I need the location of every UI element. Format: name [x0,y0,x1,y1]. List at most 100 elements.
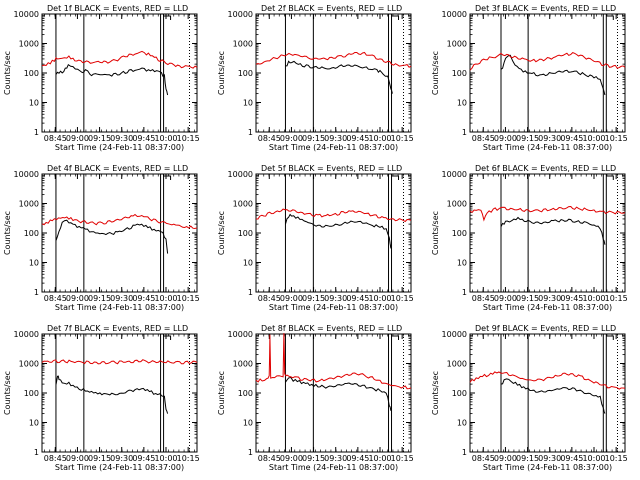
dotted-guide [617,421,618,422]
dotted-guide [189,418,190,419]
x-tick-label: 09:45 [346,454,369,463]
dotted-guide [403,110,404,111]
dotted-guide [617,20,618,21]
dotted-guide [189,68,190,69]
dotted-guide [189,415,190,416]
dotted-guide [189,204,190,205]
dotted-guide [617,391,618,392]
dotted-guide [189,255,190,256]
panel-title: Det 3f BLACK = Events, RED = LLD [475,4,616,13]
y-tick-label: 10000 [14,10,39,19]
series-lld-line [469,371,626,390]
dotted-guide [403,400,404,401]
dotted-guide [189,288,190,289]
dotted-guide [189,343,190,344]
y-tick-label: 10000 [442,10,467,19]
dotted-guide [617,29,618,30]
y-tick-label: 1000 [447,40,467,49]
dotted-guide [617,47,618,48]
x-tick-label: 10:15 [177,294,200,303]
dotted-guide [189,98,190,99]
y-axis-label: Counts/sec [217,51,226,95]
dotted-guide [189,131,190,132]
dotted-guide [189,216,190,217]
dotted-guide [403,252,404,253]
dotted-guide [189,20,190,21]
x-tick-label: 09:00 [280,134,303,143]
dotted-guide [403,83,404,84]
dotted-guide [403,32,404,33]
dotted-guide [403,258,404,259]
series-events-line [284,376,392,411]
x-tick-label: 09:30 [538,454,561,463]
dotted-guide [189,270,190,271]
dotted-guide [403,442,404,443]
dotted-guide [617,352,618,353]
dotted-guide [617,436,618,437]
dotted-guide [189,243,190,244]
y-axis-label: Counts/sec [3,51,12,95]
dotted-guide [403,243,404,244]
dotted-guide [617,442,618,443]
dotted-guide [617,273,618,274]
dotted-guide [617,385,618,386]
dotted-guide [617,424,618,425]
dotted-guide [403,385,404,386]
series-events-line [55,219,169,254]
x-tick-label: 09:15 [302,294,325,303]
y-tick-label: 100 [452,69,467,78]
dotted-guide [403,59,404,60]
y-tick-label: 1 [462,448,467,457]
dotted-guide [617,231,618,232]
dotted-guide [189,358,190,359]
x-axis-label: Start Time (24-Feb-11 08:37:00) [269,303,398,312]
x-tick-label: 09:45 [132,134,155,143]
dotted-guide [189,128,190,129]
dotted-guide [189,53,190,54]
event-flag-marker [391,175,400,180]
dotted-guide [403,261,404,262]
x-tick-label: 08:45 [258,454,281,463]
dotted-guide [189,210,190,211]
dotted-guide [189,388,190,389]
dotted-guide [617,26,618,27]
y-tick-label: 10 [29,259,39,268]
dotted-guide [617,285,618,286]
dotted-guide [403,207,404,208]
dotted-guide [617,397,618,398]
dotted-guide [403,131,404,132]
panel-title: Det 1f BLACK = Events, RED = LLD [47,4,188,13]
panel-title: Det 9f BLACK = Events, RED = LLD [475,324,616,333]
dotted-guide [189,430,190,431]
series-lld-line [255,333,412,390]
dotted-guide [617,95,618,96]
dotted-guide [617,258,618,259]
dotted-guide [403,122,404,123]
dotted-guide [189,65,190,66]
x-tick-label: 10:00 [368,294,391,303]
dotted-guide [189,195,190,196]
x-tick-label: 09:00 [494,454,517,463]
dotted-guide [403,403,404,404]
dotted-guide [617,174,618,175]
y-tick-label: 10000 [442,170,467,179]
series-events-line [500,216,606,245]
dotted-guide [617,222,618,223]
x-tick-label: 10:15 [177,454,200,463]
x-tick-label: 09:45 [132,294,155,303]
dotted-guide [403,180,404,181]
series-events-line [500,54,606,96]
panel-title: Det 8f BLACK = Events, RED = LLD [261,324,402,333]
dotted-guide [617,288,618,289]
dotted-guide [189,376,190,377]
dotted-guide [403,216,404,217]
dotted-guide [189,116,190,117]
dotted-guide [189,445,190,446]
dotted-guide [403,104,404,105]
dotted-guide [617,186,618,187]
dotted-guide [617,204,618,205]
dotted-guide [189,110,190,111]
x-tick-label: 09:15 [88,294,111,303]
dotted-guide [403,213,404,214]
dotted-guide [403,379,404,380]
